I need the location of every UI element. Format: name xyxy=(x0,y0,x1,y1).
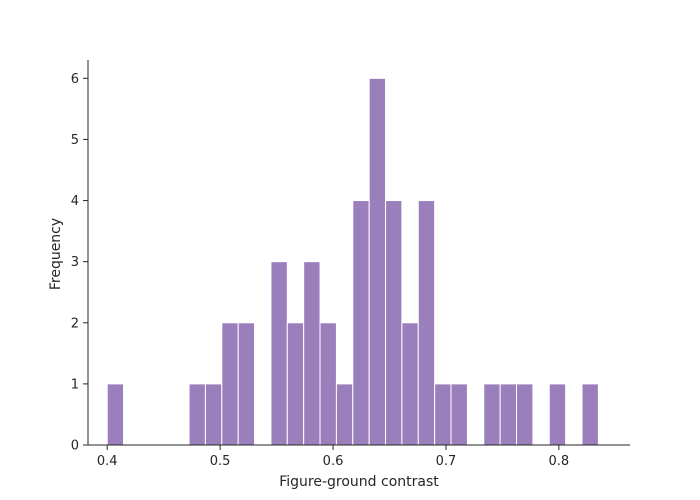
histogram-bar xyxy=(434,383,452,446)
histogram-bar xyxy=(581,383,599,446)
y-tick-label: 5 xyxy=(71,133,79,148)
x-tick-label: 0.4 xyxy=(97,454,118,469)
y-axis-title: Frequency xyxy=(48,218,64,290)
histogram-bar xyxy=(303,261,321,446)
histogram-bar xyxy=(221,322,239,446)
histogram-bar xyxy=(548,383,567,446)
histogram-bar xyxy=(368,77,387,446)
x-tick-label: 0.8 xyxy=(549,454,570,469)
histogram-bar xyxy=(385,200,403,446)
histogram-bar xyxy=(237,322,256,446)
histogram-bar xyxy=(450,383,468,446)
histogram-bar xyxy=(335,383,354,446)
histogram-bar xyxy=(188,383,206,446)
histogram-bar xyxy=(319,322,337,446)
y-tick-label: 4 xyxy=(71,194,79,209)
y-ticks-group: 0 1 2 3 4 5 6 xyxy=(71,72,88,454)
histogram-bar xyxy=(106,383,125,446)
histogram-bar xyxy=(499,383,518,446)
bars-group xyxy=(106,77,599,446)
histogram-bar xyxy=(401,322,419,446)
histogram-bar xyxy=(417,200,436,446)
x-tick-label: 0.7 xyxy=(436,454,457,469)
histogram-bar xyxy=(516,383,534,446)
histogram-bar xyxy=(483,383,501,446)
y-tick-label: 2 xyxy=(71,316,79,331)
histogram-bar xyxy=(204,383,223,446)
histogram-bar xyxy=(286,322,305,446)
x-ticks-group: 0.4 0.5 0.6 0.7 0.8 xyxy=(97,445,569,469)
x-tick-label: 0.5 xyxy=(210,454,231,469)
y-tick-label: 3 xyxy=(71,255,79,270)
x-tick-label: 0.6 xyxy=(323,454,344,469)
histogram-bar xyxy=(352,200,370,446)
histogram-bar xyxy=(270,261,288,446)
y-tick-label: 6 xyxy=(71,72,79,87)
y-tick-label: 1 xyxy=(71,377,79,392)
x-axis-title: Figure-ground contrast xyxy=(279,474,439,490)
y-tick-label: 0 xyxy=(71,439,79,454)
